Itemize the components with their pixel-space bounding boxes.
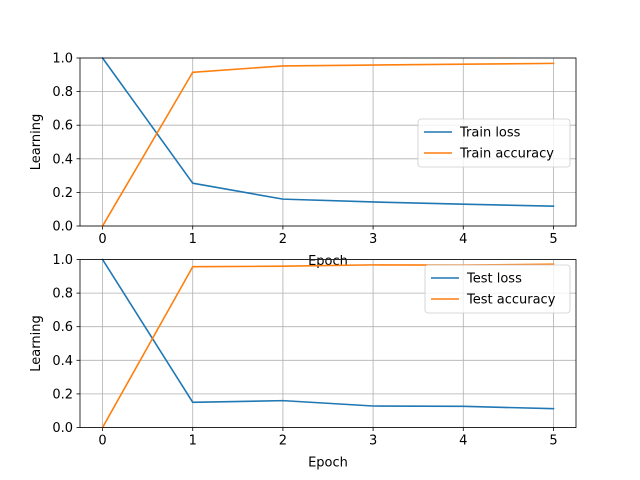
chart-panel-2: 0 1 2 3 4 5 0.0 0.2 0.4 0.6 0.8 1.0 Epoch Learning Tes…	[29, 253, 577, 471]
y-tick-label: 0.0	[52, 421, 73, 436]
series-line-2	[101, 62, 555, 228]
y-tick-label: 0.4	[52, 354, 73, 369]
y-axis-label: Learning	[29, 315, 44, 371]
axes-frame	[79, 57, 577, 227]
y-tick-label: 0.0	[52, 220, 73, 235]
legend-label: Test accuracy	[466, 293, 556, 308]
legend: Train loss Train accuracy	[417, 118, 571, 168]
y-tick-label: 0.6	[52, 320, 73, 335]
y-tick-label: 1.0	[52, 253, 73, 268]
x-tick-label: 1	[189, 434, 197, 449]
axes-frame	[79, 259, 577, 428]
y-tick-label: 1.0	[52, 52, 73, 67]
y-tick-label: 0.4	[52, 152, 73, 167]
x-tick-label: 0	[98, 232, 106, 247]
x-tick-label: 5	[549, 434, 557, 449]
y-tick-label: 0.2	[52, 387, 73, 402]
x-tick-label: 5	[549, 232, 557, 247]
legend: Test loss Test accuracy	[424, 264, 571, 314]
x-tick-label: 2	[279, 232, 287, 247]
x-axis-label: Epoch	[308, 456, 348, 471]
series-line-1	[101, 258, 555, 410]
x-tick-label: 1	[189, 232, 197, 247]
x-tick-label: 3	[369, 232, 377, 247]
x-tick-label: 4	[459, 434, 467, 449]
y-tick-label: 0.2	[52, 186, 73, 201]
series-line-1	[101, 56, 555, 207]
x-tick-label: 3	[369, 434, 377, 449]
chart-panel-1: 0 1 2 3 4 5 0.0 0.2 0.4 0.6 0.8 1.0 Epoch Learning Tra…	[29, 52, 577, 269]
y-tick-label: 0.8	[52, 287, 73, 302]
legend-box	[424, 264, 571, 314]
legend-label: Train loss	[459, 126, 521, 141]
y-tick-label: 0.6	[52, 119, 73, 134]
y-tick-label: 0.8	[52, 85, 73, 100]
y-axis-label: Learning	[29, 114, 44, 170]
legend-box	[417, 118, 571, 168]
legend-label: Train accuracy	[459, 147, 554, 162]
x-tick-label: 0	[98, 434, 106, 449]
x-axis-label: Epoch	[308, 254, 348, 269]
x-tick-label: 2	[279, 434, 287, 449]
x-tick-label: 4	[459, 232, 467, 247]
legend-label: Test loss	[466, 272, 522, 287]
